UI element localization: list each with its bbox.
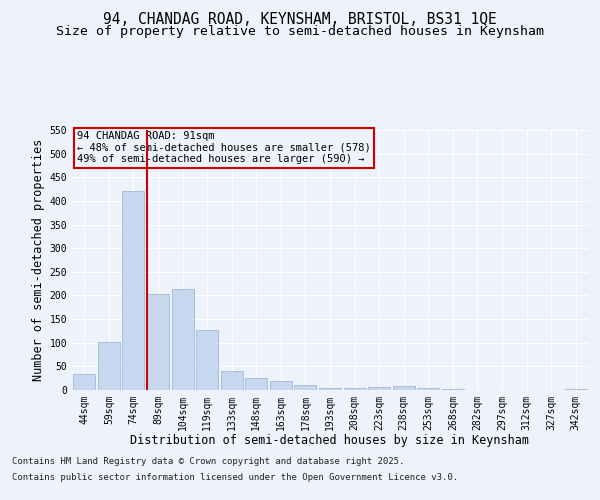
Bar	[147, 294, 169, 390]
Text: Contains HM Land Registry data © Crown copyright and database right 2025.: Contains HM Land Registry data © Crown c…	[12, 458, 404, 466]
Bar	[392, 386, 415, 390]
Bar	[73, 374, 95, 390]
Bar	[245, 378, 268, 390]
Bar	[221, 371, 243, 390]
Bar	[196, 330, 218, 390]
Bar	[172, 289, 194, 390]
Bar	[122, 192, 145, 390]
Text: 94 CHANDAG ROAD: 91sqm
← 48% of semi-detached houses are smaller (578)
49% of se: 94 CHANDAG ROAD: 91sqm ← 48% of semi-det…	[77, 132, 371, 164]
Bar	[270, 382, 292, 390]
Bar	[295, 386, 316, 390]
Bar	[442, 389, 464, 390]
Bar	[417, 388, 439, 390]
Bar	[319, 388, 341, 390]
Bar	[98, 342, 120, 390]
Bar	[565, 388, 587, 390]
Text: Contains public sector information licensed under the Open Government Licence v3: Contains public sector information licen…	[12, 472, 458, 482]
X-axis label: Distribution of semi-detached houses by size in Keynsham: Distribution of semi-detached houses by …	[131, 434, 530, 448]
Y-axis label: Number of semi-detached properties: Number of semi-detached properties	[32, 139, 46, 381]
Text: Size of property relative to semi-detached houses in Keynsham: Size of property relative to semi-detach…	[56, 25, 544, 38]
Bar	[344, 388, 365, 390]
Bar	[368, 386, 390, 390]
Text: 94, CHANDAG ROAD, KEYNSHAM, BRISTOL, BS31 1QE: 94, CHANDAG ROAD, KEYNSHAM, BRISTOL, BS3…	[103, 12, 497, 28]
